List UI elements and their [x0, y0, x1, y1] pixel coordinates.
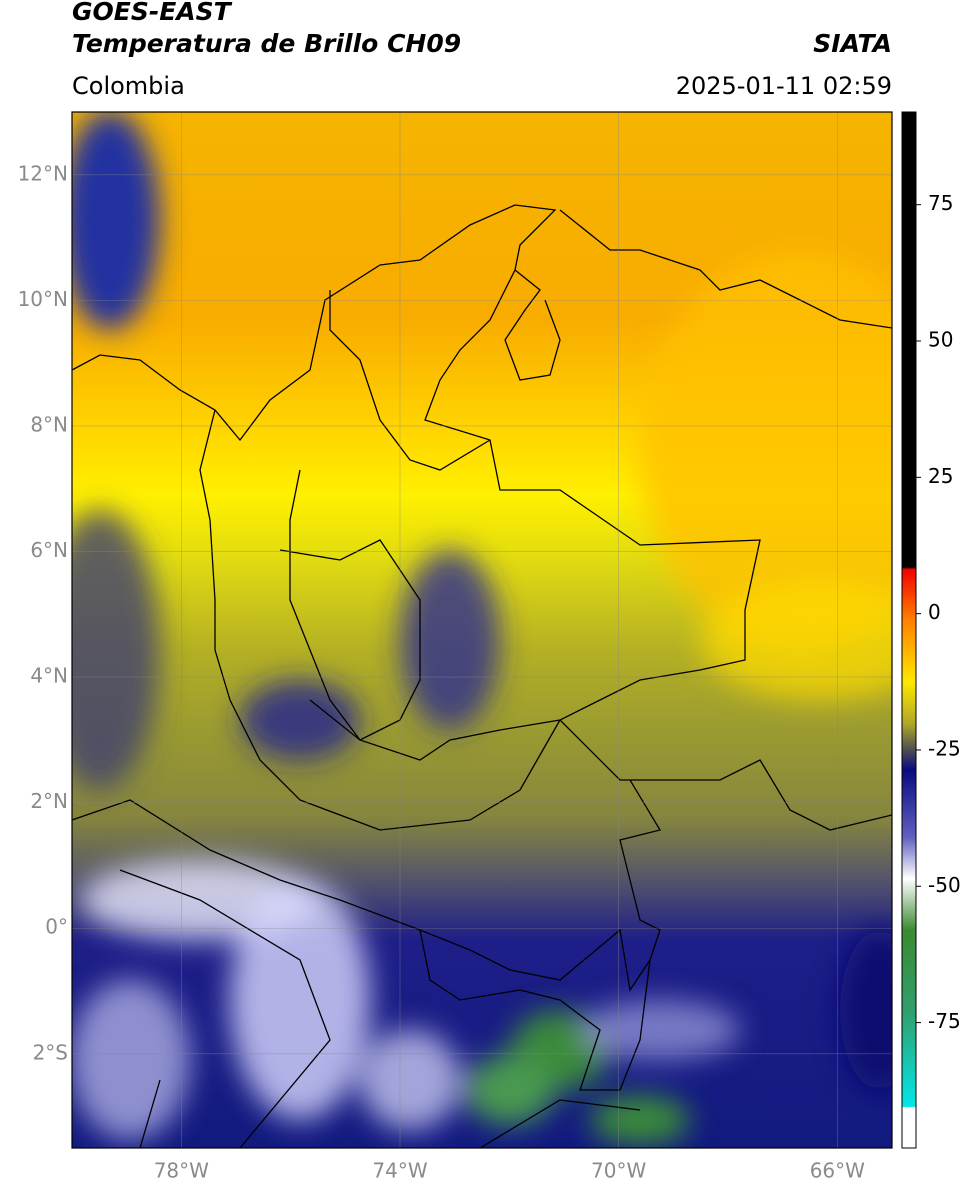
colorbar-label: -25: [928, 736, 961, 760]
lon-label: 70°W: [591, 1159, 646, 1183]
title: GOES-EAST: [72, 0, 233, 26]
lat-label: 8°N: [30, 412, 68, 436]
lon-label: 66°W: [810, 1159, 865, 1183]
borders: [72, 204, 892, 1148]
map-frame: [71, 111, 893, 1149]
source: SIATA: [813, 29, 892, 58]
lat-label: 10°N: [18, 287, 68, 311]
lon-label: 78°W: [154, 1159, 209, 1183]
lat-label: 0°: [45, 915, 68, 939]
timestamp: 2025-01-11 02:59: [676, 72, 892, 100]
colorbar-label: 25: [928, 464, 953, 488]
cloud-patterns: [72, 112, 892, 1145]
colorbar-label: -75: [928, 1009, 961, 1033]
colorbar-label: 0: [928, 600, 941, 624]
colorbar: [901, 111, 917, 1149]
colorbar-label: 75: [928, 191, 953, 215]
colorbar-label: 50: [928, 328, 953, 352]
title: Temperatura de Brillo CH09: [72, 29, 461, 58]
lat-label: 4°N: [30, 664, 68, 688]
region: Colombia: [72, 72, 185, 100]
lat-label: 2°S: [33, 1040, 68, 1064]
lon-label: 74°W: [372, 1159, 427, 1183]
lat-label: 2°N: [30, 789, 68, 813]
lat-label: 12°N: [18, 161, 68, 185]
satellite-image: [72, 112, 892, 1148]
colorbar-label: -50: [928, 873, 961, 897]
graticule: [72, 112, 892, 1148]
lat-label: 6°N: [30, 538, 68, 562]
